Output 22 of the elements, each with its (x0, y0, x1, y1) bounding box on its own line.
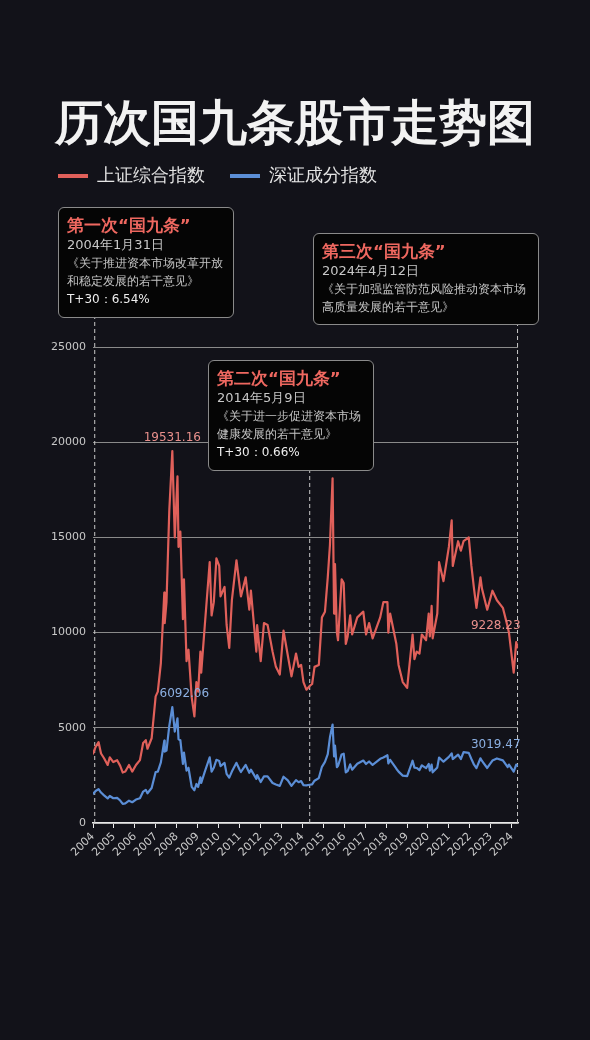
y-tick-label: 5000 (58, 720, 86, 734)
text: 2004年1月31日 (67, 236, 165, 254)
text: 2024年4月12日 (322, 262, 420, 280)
y-tick-label: 25000 (51, 339, 86, 353)
legend-label: 深证成分指数 (269, 163, 377, 185)
annotation: 《关于进一步促进资本市场健康发展的若干意见》 (217, 408, 362, 443)
text: 第一次“国九条” (67, 215, 192, 236)
chart-title: 历次国九条股市走势图 (54, 94, 536, 150)
annotation: 2014年5月9日 (217, 389, 307, 407)
y-tick-label: 0 (79, 815, 86, 829)
text: T+30：6.54% (67, 291, 151, 308)
annotation: T+30：0.66% (217, 444, 301, 461)
data-label: 19531.16 (143, 430, 201, 445)
text: 第三次“国九条” (322, 241, 447, 262)
y-tick-label: 20000 (51, 435, 86, 449)
y-tick-label: 10000 (51, 625, 86, 639)
data-label: 3019.47 (470, 736, 521, 751)
text: 《关于推进资本市场改革开放和稳定发展的若干意见》 (67, 255, 224, 290)
legend-label: 上证综合指数 (97, 163, 205, 185)
text: 《关于加强监管防范风险推动资本市场高质量发展的若干意见》 (322, 281, 527, 316)
y-tick-label: 15000 (51, 530, 86, 544)
annotation: 第二次“国九条” (217, 368, 342, 389)
